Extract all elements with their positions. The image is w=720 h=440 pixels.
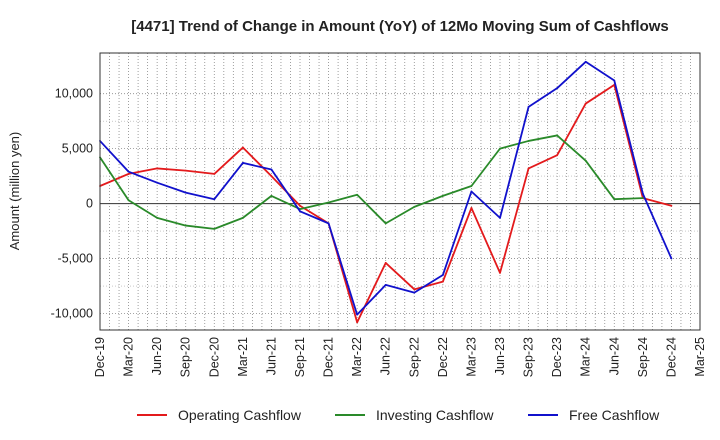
legend-item-operating-cashflow: Operating Cashflow bbox=[137, 407, 302, 423]
x-tick-label: Jun-23 bbox=[493, 337, 507, 375]
investing-cashflow-point bbox=[413, 205, 416, 208]
investing-cashflow-point bbox=[584, 159, 587, 162]
operating-cashflow-point bbox=[156, 167, 159, 170]
operating-cashflow-point bbox=[241, 146, 244, 149]
y-axis-label: Amount (million yen) bbox=[7, 132, 22, 251]
x-tick-label: Jun-24 bbox=[607, 337, 621, 375]
x-tick-label: Mar-21 bbox=[236, 337, 250, 377]
operating-cashflow-point bbox=[556, 154, 559, 157]
investing-cashflow-point bbox=[641, 197, 644, 199]
legend-item-free-cashflow: Free Cashflow bbox=[528, 407, 660, 423]
investing-cashflow-point bbox=[527, 140, 530, 142]
investing-cashflow-point bbox=[327, 201, 330, 204]
legend-item-investing-cashflow: Investing Cashflow bbox=[335, 407, 494, 423]
free-cashflow-point bbox=[356, 313, 359, 316]
x-tick-label: Sep-20 bbox=[179, 337, 193, 377]
free-cashflow-point bbox=[327, 222, 330, 225]
x-tick-label: Mar-25 bbox=[693, 337, 707, 377]
y-tick-label: 5,000 bbox=[62, 142, 93, 156]
x-tick-label: Sep-22 bbox=[407, 337, 421, 377]
legend-label: Operating Cashflow bbox=[178, 407, 302, 423]
x-tick-label: Sep-23 bbox=[522, 337, 536, 377]
investing-cashflow-point bbox=[556, 134, 559, 137]
free-cashflow-point bbox=[384, 284, 387, 286]
operating-cashflow-point bbox=[499, 271, 501, 274]
free-cashflow-point bbox=[499, 216, 501, 219]
x-tick-label: Mar-20 bbox=[122, 337, 136, 377]
operating-cashflow-point bbox=[470, 207, 473, 209]
investing-cashflow-point bbox=[156, 216, 159, 219]
free-cashflow-point bbox=[270, 168, 273, 171]
x-tick-label: Mar-23 bbox=[464, 337, 478, 377]
investing-cashflow-point bbox=[470, 185, 473, 187]
x-tick-label: Dec-19 bbox=[93, 337, 107, 377]
x-tick-label: Jun-20 bbox=[150, 337, 164, 375]
operating-cashflow-point bbox=[584, 102, 587, 105]
x-tick-label: Jun-22 bbox=[379, 337, 393, 375]
free-cashflow-point bbox=[156, 181, 159, 184]
free-cashflow-point bbox=[184, 191, 187, 194]
free-cashflow-point bbox=[470, 190, 473, 193]
operating-cashflow-point bbox=[384, 262, 387, 264]
series-layer bbox=[99, 60, 673, 324]
operating-cashflow-point bbox=[299, 204, 301, 207]
x-tick-label: Jun-21 bbox=[264, 337, 278, 375]
operating-cashflow-point bbox=[356, 321, 359, 324]
x-tick-label: Dec-20 bbox=[207, 337, 221, 377]
y-tick-labels: 10,000 5,000 0 -5,000 -10,000 bbox=[51, 87, 93, 321]
investing-cashflow-point bbox=[213, 227, 216, 230]
operating-cashflow-point bbox=[413, 288, 416, 291]
investing-cashflow-point bbox=[499, 147, 501, 150]
operating-cashflow-point bbox=[184, 169, 187, 172]
operating-cashflow-point bbox=[441, 280, 444, 283]
free-cashflow-point bbox=[584, 60, 587, 63]
free-cashflow-point bbox=[641, 192, 644, 195]
x-tick-label: Dec-23 bbox=[550, 337, 564, 377]
free-cashflow-point bbox=[527, 105, 530, 108]
chart-title: [4471] Trend of Change in Amount (YoY) o… bbox=[131, 18, 669, 35]
operating-cashflow-point bbox=[127, 173, 130, 175]
operating-cashflow-point bbox=[213, 173, 216, 175]
y-tick-label: -5,000 bbox=[58, 252, 93, 266]
grid bbox=[99, 53, 701, 330]
investing-cashflow-point bbox=[384, 222, 387, 225]
y-tick-label: -10,000 bbox=[51, 307, 93, 321]
plot-frame bbox=[99, 52, 701, 331]
investing-cashflow-point bbox=[241, 216, 244, 219]
investing-cashflow-point bbox=[613, 198, 616, 201]
investing-cashflow-line bbox=[99, 134, 643, 230]
free-cashflow-point bbox=[127, 170, 130, 173]
free-cashflow-point bbox=[413, 291, 416, 294]
operating-cashflow-point bbox=[527, 167, 530, 170]
operating-cashflow-point bbox=[670, 204, 673, 207]
x-tick-labels: Dec-19 Mar-20 Jun-20 Sep-20 Dec-20 Mar-21 Jun-… bbox=[93, 337, 707, 377]
x-tick-label: Sep-21 bbox=[293, 337, 307, 377]
free-cashflow-point bbox=[213, 198, 216, 201]
free-cashflow-point bbox=[556, 87, 559, 90]
x-tick-label: Dec-22 bbox=[436, 337, 450, 377]
investing-cashflow-point bbox=[127, 199, 130, 202]
x-tick-label: Mar-22 bbox=[350, 337, 364, 377]
investing-cashflow-point bbox=[441, 194, 444, 197]
legend-label: Free Cashflow bbox=[569, 407, 660, 423]
x-tick-label: Sep-24 bbox=[636, 337, 650, 377]
free-cashflow-point bbox=[299, 210, 301, 213]
legend: Operating Cashflow Investing Cashflow Free… bbox=[137, 407, 660, 423]
y-tick-label: 0 bbox=[86, 197, 93, 211]
x-tick-label: Mar-24 bbox=[579, 337, 593, 377]
operating-cashflow-point bbox=[270, 175, 273, 178]
legend-label: Investing Cashflow bbox=[376, 407, 494, 423]
free-cashflow-point bbox=[441, 274, 444, 276]
free-cashflow-point bbox=[613, 79, 616, 82]
investing-cashflow-point bbox=[270, 194, 273, 197]
x-tick-label: Dec-24 bbox=[664, 337, 678, 377]
free-cashflow-point bbox=[241, 162, 244, 164]
investing-cashflow-point bbox=[184, 224, 187, 227]
investing-cashflow-point bbox=[356, 193, 359, 196]
free-cashflow-point bbox=[670, 257, 673, 260]
y-tick-label: 10,000 bbox=[55, 87, 93, 101]
x-tick-label: Dec-21 bbox=[322, 337, 336, 377]
